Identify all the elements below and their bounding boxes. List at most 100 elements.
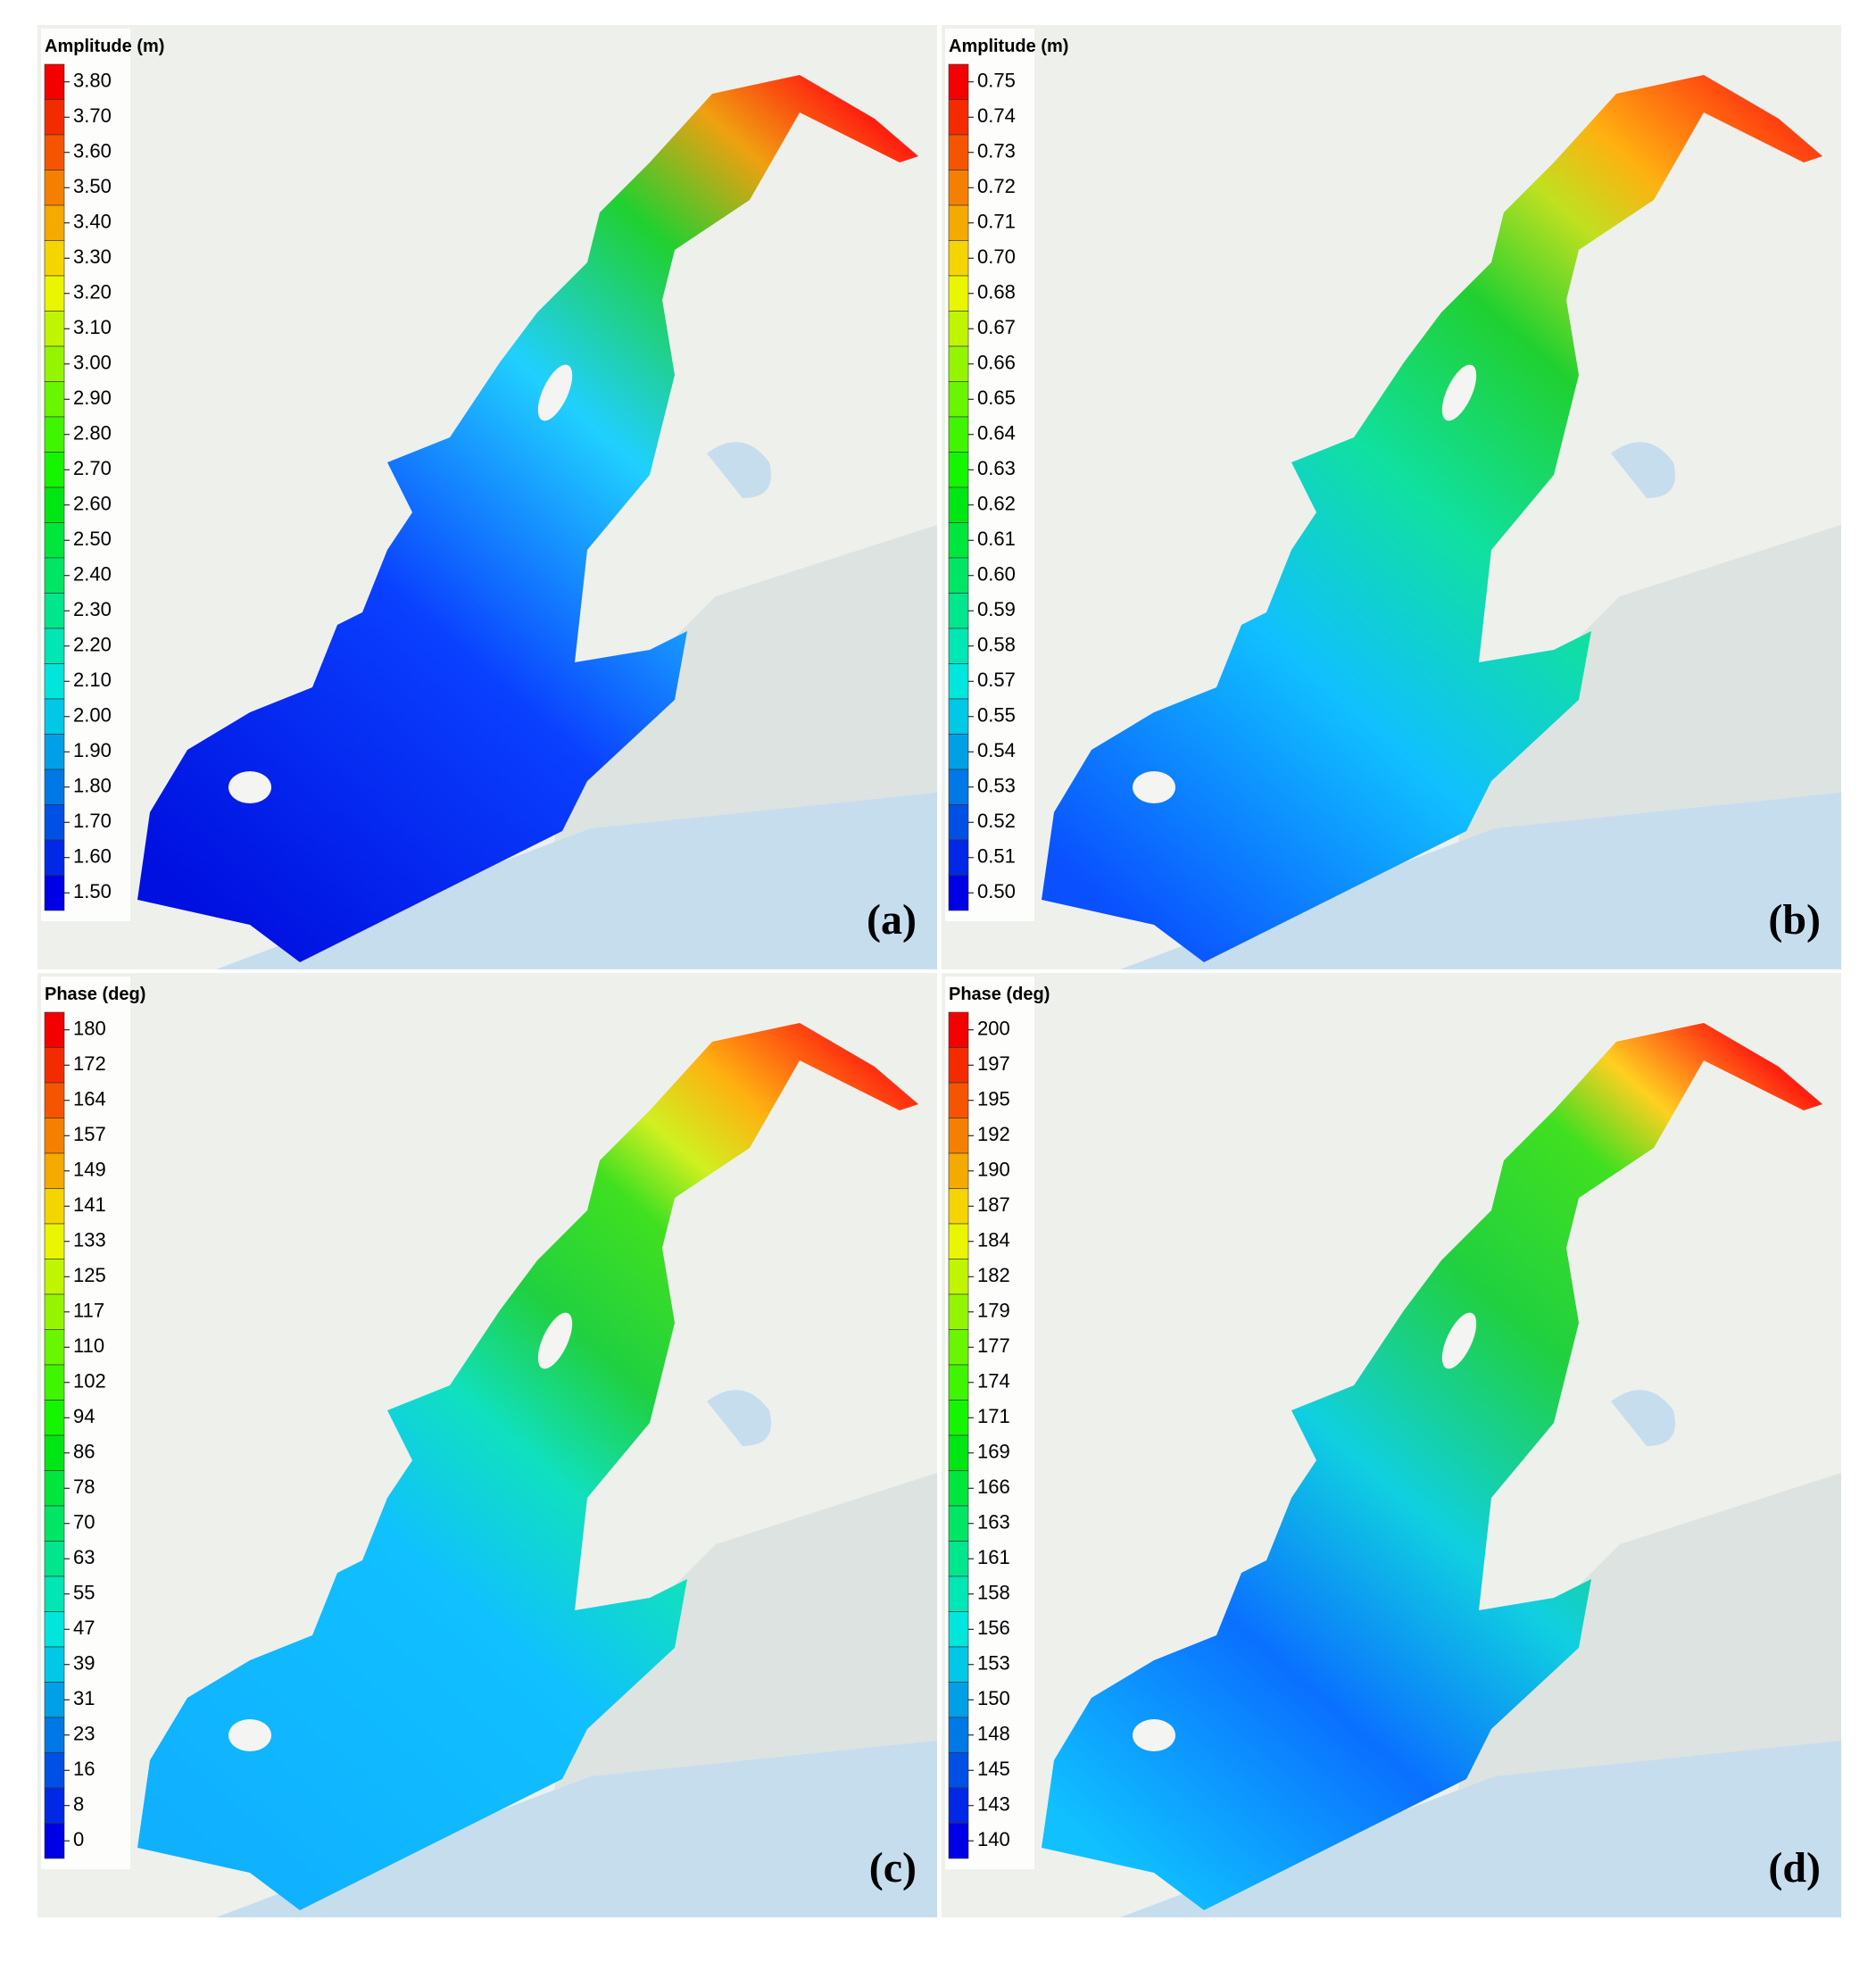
- legend-swatch: [948, 1682, 969, 1718]
- legend-swatch: [948, 1047, 969, 1084]
- legend-swatch: [948, 1434, 969, 1471]
- legend-label: 3.50: [73, 175, 112, 197]
- legend-swatch: [44, 1329, 65, 1366]
- legend-label: 145: [977, 1758, 1010, 1780]
- legend-label: 1.60: [73, 845, 112, 868]
- island: [228, 1719, 271, 1751]
- legend-label: 2.70: [73, 457, 112, 479]
- legend-swatch: [948, 1118, 969, 1154]
- water-body: [1042, 1023, 1822, 1910]
- map: Amplitude (m) 0.75 0.74 0.73 0.72 0.71 0.70 0.6…: [942, 25, 1841, 969]
- legend-swatch: [44, 134, 65, 170]
- legend-swatch: [44, 804, 65, 841]
- legend-label: 2.40: [73, 563, 112, 586]
- legend-swatch: [948, 1505, 969, 1542]
- legend-label: 133: [73, 1229, 106, 1251]
- legend-label: 63: [73, 1546, 95, 1568]
- legend-label: 148: [977, 1723, 1010, 1745]
- legend-swatch: [44, 1752, 65, 1789]
- legend-swatch: [44, 1470, 65, 1507]
- legend-label: 117: [73, 1300, 104, 1322]
- island: [1133, 1719, 1175, 1751]
- legend-label: 110: [73, 1334, 104, 1357]
- legend-label: 0.50: [977, 880, 1016, 902]
- legend-label: 0.75: [977, 70, 1016, 92]
- legend-label: 174: [977, 1370, 1010, 1393]
- legend-swatch: [948, 416, 969, 453]
- legend-label: 0.65: [977, 387, 1016, 409]
- legend-swatch: [44, 240, 65, 277]
- panel-label: (d): [1768, 1844, 1821, 1891]
- legend-swatch: [948, 311, 969, 347]
- legend-swatch: [44, 1575, 65, 1612]
- legend-swatch: [44, 1400, 65, 1436]
- legend-swatch: [948, 1646, 969, 1683]
- legend-swatch: [948, 522, 969, 559]
- legend-label: 1.90: [73, 739, 112, 761]
- legend-label: 3.80: [73, 70, 112, 92]
- legend-label: 8: [73, 1793, 84, 1816]
- legend-swatch: [948, 204, 969, 241]
- legend-swatch: [44, 1118, 65, 1154]
- legend-label: 190: [977, 1159, 1010, 1181]
- legend-label: 2.30: [73, 598, 112, 620]
- legend-swatch: [44, 698, 65, 735]
- legend-swatch: [44, 839, 65, 876]
- legend-swatch: [44, 734, 65, 770]
- island: [537, 364, 573, 421]
- legend-label: 94: [73, 1405, 95, 1427]
- legend-label: 150: [977, 1687, 1010, 1709]
- legend-swatch: [44, 99, 65, 136]
- legend-label: 1.70: [73, 810, 112, 832]
- legend-swatch: [948, 593, 969, 629]
- legend-label: 86: [73, 1441, 95, 1463]
- legend-swatch: [948, 1611, 969, 1648]
- legend-swatch: [44, 1047, 65, 1084]
- legend-label: 3.10: [73, 316, 112, 338]
- legend-label: 179: [977, 1300, 1010, 1322]
- legend-swatch: [948, 1152, 969, 1189]
- legend-label: 0.51: [977, 845, 1016, 868]
- legend-swatch: [44, 1259, 65, 1295]
- lake: [1611, 1390, 1675, 1446]
- legend-swatch: [948, 1223, 969, 1260]
- legend-label: 70: [73, 1511, 95, 1534]
- legend-swatch: [44, 769, 65, 805]
- legend-swatch: [948, 557, 969, 594]
- legend-label: 2.80: [73, 422, 112, 445]
- legend-swatch: [948, 381, 969, 418]
- legend-swatch: [948, 1082, 969, 1118]
- legend-swatch: [948, 345, 969, 382]
- legend-swatch: [948, 1541, 969, 1577]
- legend-title: Phase (deg): [949, 985, 1050, 1004]
- legend-swatch: [44, 593, 65, 629]
- legend-label: 184: [977, 1229, 1010, 1251]
- legend-label: 3.30: [73, 245, 112, 268]
- legend-swatch: [44, 1505, 65, 1542]
- legend-label: 197: [977, 1052, 1010, 1075]
- legend-label: 0.64: [977, 422, 1016, 445]
- legend-label: 1.50: [73, 880, 112, 902]
- legend-label: 1.80: [73, 775, 112, 797]
- legend-label: 166: [977, 1476, 1010, 1498]
- map-panel: Phase (deg) 200 197 195 192 190 187 184 182 179 17…: [942, 973, 1841, 1917]
- island: [537, 1312, 573, 1369]
- legend-swatch: [948, 804, 969, 841]
- map: Phase (deg) 200 197 195 192 190 187 184 182 179 17…: [942, 973, 1841, 1917]
- legend-swatch: [948, 1823, 969, 1859]
- legend-swatch: [948, 63, 969, 100]
- legend-label: 0.58: [977, 634, 1016, 656]
- legend-swatch: [948, 275, 969, 312]
- legend-swatch: [948, 240, 969, 277]
- panel-label: (a): [867, 896, 917, 944]
- legend-label: 0.62: [977, 493, 1016, 515]
- legend-label: 0.73: [977, 140, 1016, 162]
- legend-label: 141: [73, 1193, 106, 1216]
- legend-label: 0.57: [977, 669, 1016, 691]
- legend-label: 2.60: [73, 493, 112, 515]
- legend-swatch: [948, 170, 969, 206]
- legend-swatch: [948, 486, 969, 523]
- legend-label: 0.61: [977, 528, 1016, 550]
- legend-label: 3.20: [73, 281, 112, 303]
